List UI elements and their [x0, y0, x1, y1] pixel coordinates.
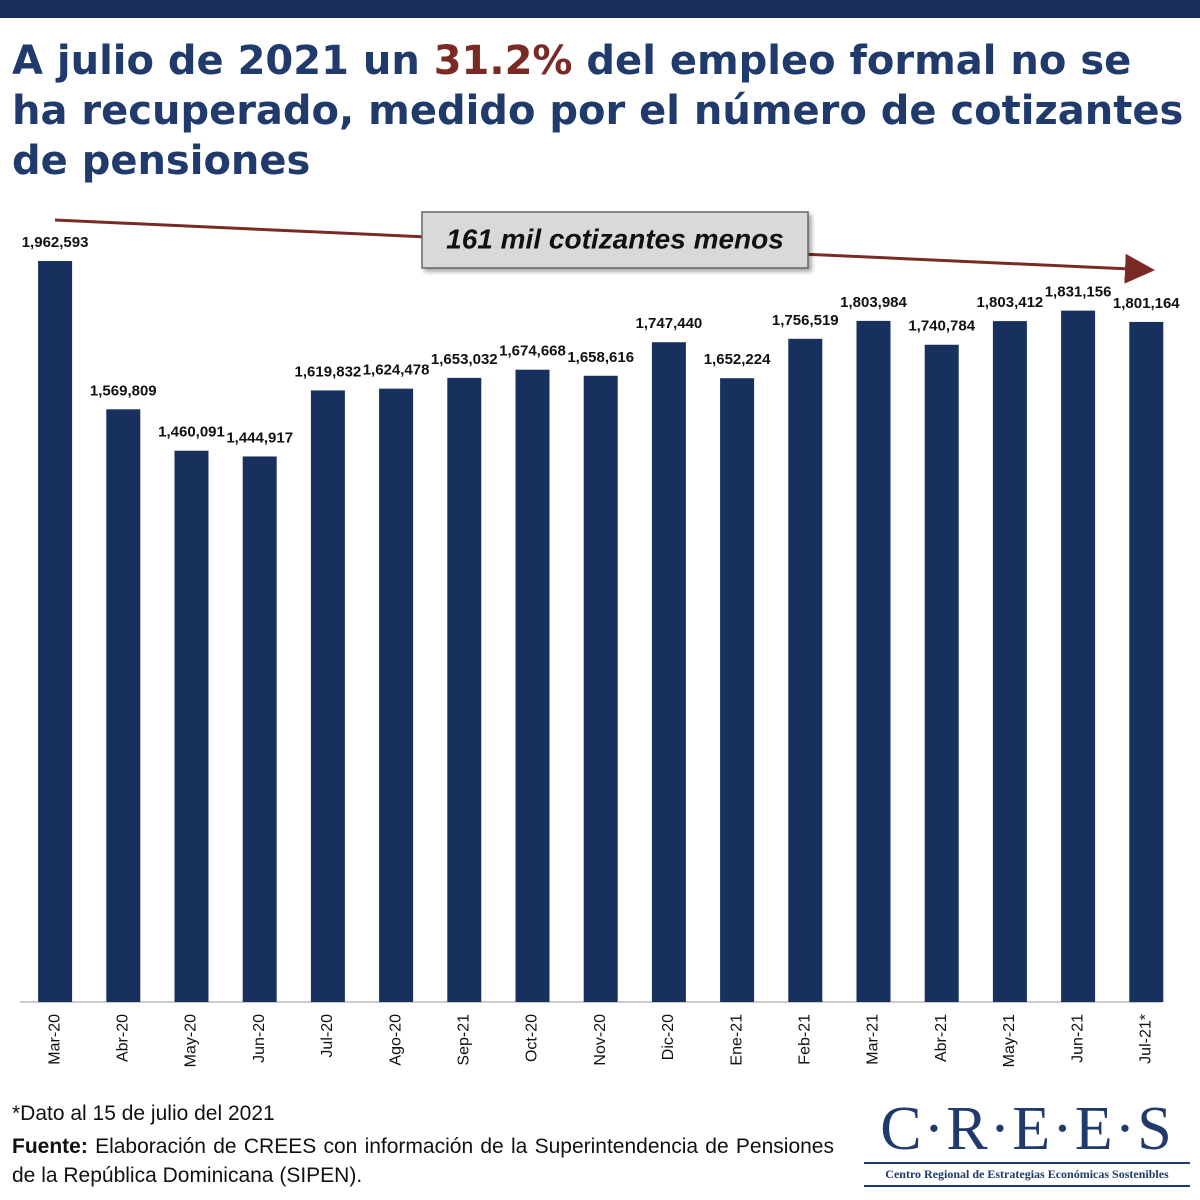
x-tick-label: May-21 [1001, 1014, 1018, 1067]
logo-subtitle: Centro Regional de Estrategias Económica… [864, 1162, 1190, 1187]
x-tick-label: Dic-20 [660, 1014, 677, 1060]
value-label: 1,652,224 [704, 351, 771, 368]
x-tick-label: May-20 [183, 1014, 200, 1067]
source: Fuente: Elaboración de CREES con informa… [12, 1132, 834, 1190]
bar [447, 377, 482, 1002]
x-tick-label: Mar-21 [865, 1014, 882, 1065]
source-text: Elaboración de CREES con información de … [12, 1135, 834, 1187]
x-tick-label: Sep-21 [456, 1014, 473, 1066]
x-tick-label: Oct-20 [524, 1014, 541, 1062]
x-tick-label: Ene-21 [728, 1014, 745, 1066]
bar [924, 344, 959, 1002]
value-label: 1,801,164 [1113, 295, 1180, 312]
value-label: 1,674,668 [499, 343, 566, 360]
bar [106, 409, 141, 1003]
x-tick-label: Abr-20 [115, 1014, 132, 1062]
bar [1129, 321, 1164, 1002]
value-label: 1,803,412 [977, 294, 1044, 311]
source-label: Fuente: [12, 1135, 88, 1158]
value-label: 1,569,809 [90, 382, 157, 399]
bar [242, 456, 277, 1002]
value-label: 1,756,519 [772, 312, 839, 329]
value-label: 1,460,091 [158, 424, 225, 441]
x-tick-label: Jun-20 [251, 1014, 268, 1063]
value-label: 1,658,616 [567, 349, 634, 366]
value-label: 1,653,032 [431, 351, 498, 368]
x-tick-label: Feb-21 [797, 1014, 814, 1065]
value-label: 1,831,156 [1045, 284, 1112, 301]
annotation-box [421, 211, 809, 269]
footnote: *Dato al 15 de julio del 2021 [12, 1102, 275, 1125]
bar [856, 320, 891, 1003]
bar [583, 375, 618, 1002]
title-text: A julio de 2021 un [12, 38, 434, 84]
logo-name: C·R·E·E·S [880, 1095, 1174, 1163]
footer: *Dato al 15 de julio del 2021 Fuente: El… [12, 1102, 834, 1190]
bar [788, 338, 823, 1002]
value-label: 1,803,984 [840, 294, 907, 311]
bar [379, 388, 414, 1002]
value-label: 1,444,917 [226, 429, 293, 446]
bar [1061, 310, 1096, 1002]
bar [992, 321, 1027, 1002]
logo: C·R·E·E·S Centro Regional de Estrategias… [864, 1096, 1190, 1187]
x-tick-label: Mar-20 [46, 1014, 63, 1065]
value-label: 1,740,784 [908, 318, 975, 335]
x-tick-label: Jun-21 [1069, 1014, 1086, 1063]
value-label: 1,619,832 [295, 363, 362, 380]
bar [515, 369, 550, 1002]
bar [174, 450, 209, 1002]
bar [720, 378, 755, 1002]
title-text: del empleo formal no se ha recuperado, m… [12, 38, 1184, 184]
value-label: 1,624,478 [363, 362, 430, 379]
chart-title: A julio de 2021 un 31.2% del empleo form… [12, 36, 1192, 186]
x-tick-label: Ago-20 [387, 1014, 404, 1066]
x-tick-label: Jul-21* [1138, 1014, 1155, 1064]
top-bar [0, 0, 1200, 18]
annotation: 161 mil cotizantes menos [446, 223, 784, 254]
x-tick-label: Nov-20 [592, 1014, 609, 1066]
value-label: 1,747,440 [636, 315, 703, 332]
bar [310, 390, 345, 1002]
title-highlight: 31.2% [433, 38, 573, 84]
bar [651, 342, 686, 1003]
bar [38, 261, 73, 1002]
x-tick-label: Jul-20 [319, 1014, 336, 1058]
value-label: 1,962,593 [22, 234, 89, 251]
x-tick-label: Abr-21 [933, 1014, 950, 1062]
